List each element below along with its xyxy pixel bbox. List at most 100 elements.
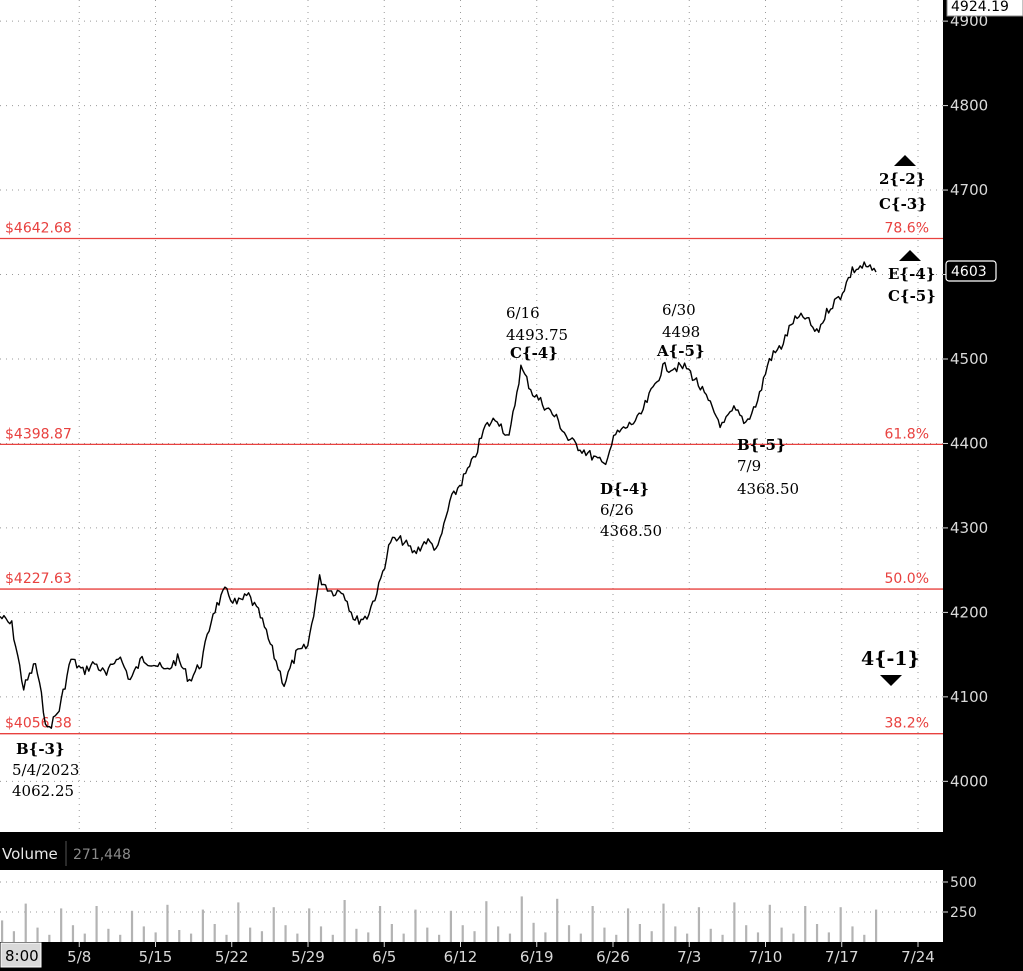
volume-bar xyxy=(438,934,441,942)
date-axis-label: 5/8 xyxy=(67,948,91,966)
volume-bar xyxy=(249,927,252,942)
annotation-b3-date: 5/4/2023 xyxy=(12,761,79,779)
fib-price-label: $4056.38 xyxy=(5,716,72,732)
volume-bar xyxy=(733,902,736,942)
volume-bar xyxy=(532,922,535,942)
volume-bar xyxy=(166,904,169,942)
volume-bar xyxy=(709,928,712,942)
volume-bar xyxy=(827,932,830,942)
volume-bar xyxy=(756,932,760,942)
volume-bar xyxy=(60,908,63,942)
volume-axis: 500 250 xyxy=(943,875,977,921)
volume-bar xyxy=(130,910,134,942)
volume-bar xyxy=(48,934,51,942)
volume-bar xyxy=(189,933,193,942)
volume-axis-label: 250 xyxy=(950,905,977,921)
volume-panel-background xyxy=(0,870,943,942)
price-axis-label: 4700 xyxy=(950,181,988,199)
volume-bar xyxy=(71,925,75,942)
volume-bar xyxy=(556,898,559,942)
volume-bar xyxy=(579,933,582,942)
up-triangle-icon xyxy=(894,155,916,166)
volume-bar xyxy=(142,926,145,942)
price-panel-background xyxy=(0,0,943,832)
volume-bar xyxy=(815,924,819,942)
volume-bar xyxy=(792,933,795,942)
volume-bar xyxy=(745,925,748,942)
volume-header-bar xyxy=(0,839,943,867)
volume-bar xyxy=(319,926,323,942)
volume-bar xyxy=(284,925,287,942)
time-badge xyxy=(0,942,42,968)
annotation-c4-date: 6/16 xyxy=(506,304,540,322)
date-axis-label: 5/29 xyxy=(291,948,325,966)
volume-bar xyxy=(12,931,16,942)
price-axis-label: 4800 xyxy=(950,97,988,115)
volume-bar xyxy=(686,933,689,942)
annotation-b3-price: 4062.25 xyxy=(12,782,74,800)
date-axis-label: 6/12 xyxy=(444,948,478,966)
fibonacci-levels: $4642.68 78.6% $4398.87 61.8% $4227.63 50.0% $… xyxy=(0,220,943,735)
price-line xyxy=(0,261,877,729)
volume-bar xyxy=(603,927,606,942)
volume-bar xyxy=(804,906,807,942)
volume-bar xyxy=(308,908,311,942)
volume-bar xyxy=(154,932,157,942)
fib-price-label: $4642.68 xyxy=(5,220,72,236)
fib-percent-label: 50.0% xyxy=(885,571,929,587)
volume-bar xyxy=(178,930,181,942)
annotation-e4-label: E{-4} xyxy=(888,265,935,283)
volume-bar xyxy=(650,931,653,942)
volume-bar xyxy=(591,906,594,942)
volume-bar xyxy=(107,928,110,942)
volume-title: Volume xyxy=(2,845,58,863)
date-axis-label: 7/17 xyxy=(825,948,859,966)
volume-bar xyxy=(567,925,571,942)
volume-bar xyxy=(83,933,86,942)
volume-bar xyxy=(24,903,27,942)
volume-bar xyxy=(626,908,630,942)
date-axis-label: 5/22 xyxy=(215,948,249,966)
volume-bar xyxy=(213,924,216,942)
date-axis-label: 7/24 xyxy=(901,948,935,966)
annotation-b5-price: 4368.50 xyxy=(737,480,799,498)
annotation-d4-date: 6/26 xyxy=(600,501,634,519)
volume-bar xyxy=(367,932,370,942)
annotation-d4-price: 4368.50 xyxy=(600,522,662,540)
volume-bar xyxy=(390,924,393,942)
volume-bar xyxy=(355,928,358,942)
wave-annotations: B{-3} 5/4/2023 4062.25 6/16 4493.75 C{-4… xyxy=(12,155,936,800)
volume-axis-label: 500 xyxy=(950,875,977,891)
volume-bar xyxy=(721,934,724,942)
down-triangle-icon xyxy=(880,675,902,686)
price-axis-label: 4100 xyxy=(950,688,988,706)
top-price-tag: 4924.19 xyxy=(946,0,1023,17)
annotation-a5-date: 6/30 xyxy=(662,301,696,319)
date-axis-label: 8:00 xyxy=(5,947,39,965)
fib-percent-label: 38.2% xyxy=(885,716,929,732)
annotation-c3-label: C{-3} xyxy=(879,195,927,213)
volume-bar xyxy=(461,925,464,942)
volume-bar xyxy=(508,933,512,942)
volume-bar xyxy=(36,927,39,942)
volume-bar xyxy=(473,931,476,942)
volume-bar xyxy=(497,926,500,942)
price-series xyxy=(0,261,877,729)
date-axis-label: 6/19 xyxy=(520,948,554,966)
volume-bar xyxy=(520,896,523,942)
up-triangle-icon xyxy=(899,250,921,261)
volume-bar xyxy=(851,926,854,942)
volume-bar xyxy=(402,933,405,942)
volume-bar xyxy=(485,901,488,942)
annotation-a5-price: 4498 xyxy=(662,323,700,341)
volume-bar xyxy=(697,907,701,942)
date-axis: 8:00 5/8 5/15 5/22 5/29 6/5 6/12 6/19 6/26 7/3 7/1… xyxy=(0,942,935,968)
annotation-c4-price: 4493.75 xyxy=(506,326,568,344)
fib-price-label: $4227.63 xyxy=(5,571,72,587)
date-axis-label: 7/10 xyxy=(749,948,783,966)
annotation-a5-label: A{-5} xyxy=(656,342,705,360)
annotation-c5-label: C{-5} xyxy=(888,287,936,305)
last-price-tag: 4603 xyxy=(945,260,997,282)
date-axis-label: 7/3 xyxy=(677,948,701,966)
